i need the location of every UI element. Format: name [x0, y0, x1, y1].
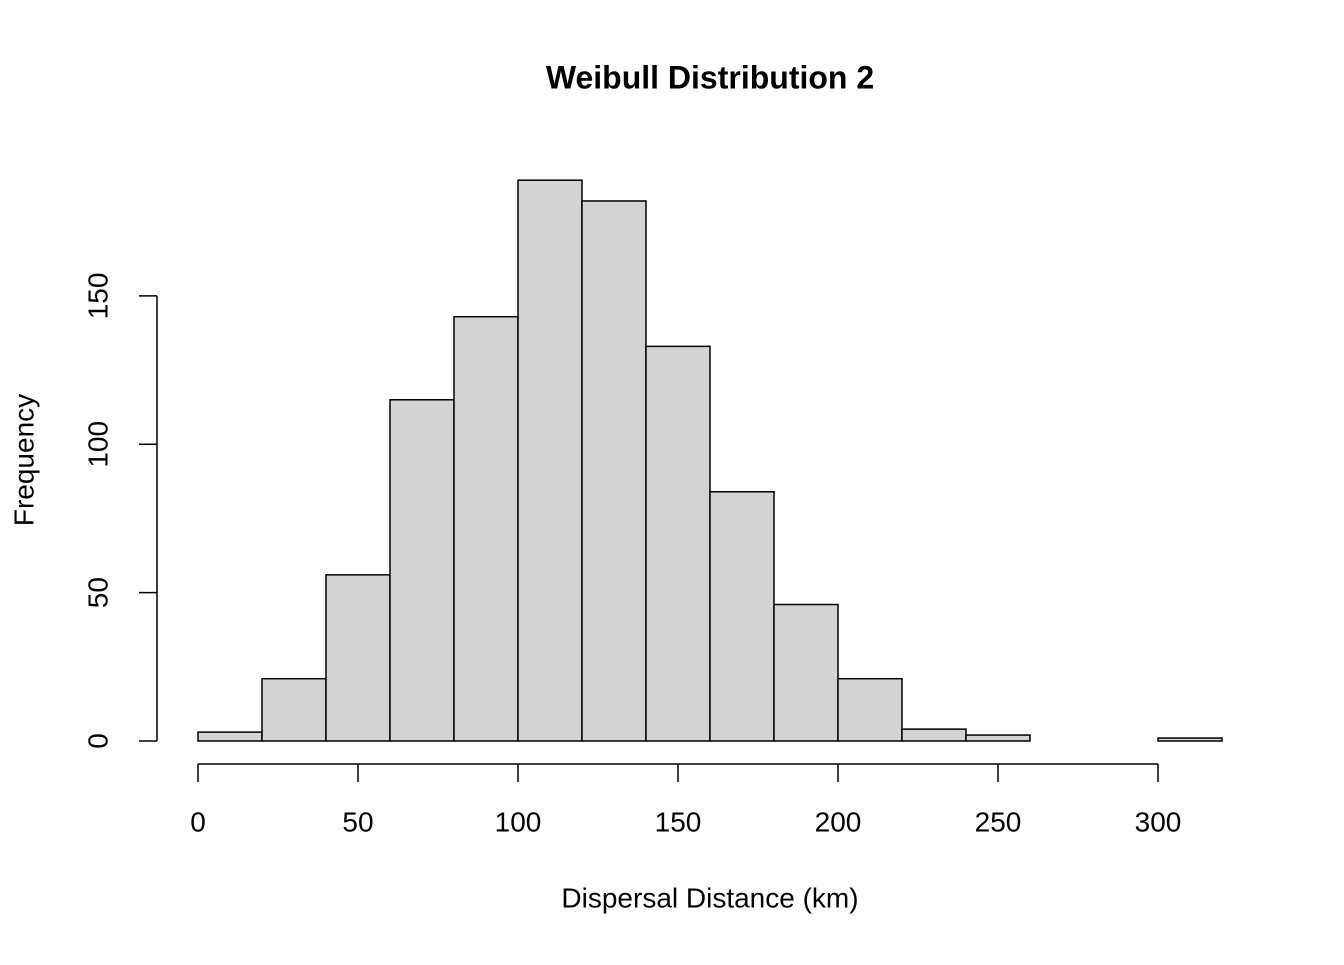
bar: [773, 603, 839, 742]
bar: [901, 728, 967, 742]
bar: [581, 200, 647, 742]
x-tick-label: 50: [342, 806, 373, 837]
bar: [837, 677, 903, 742]
y-axis-label: Frequency: [8, 394, 39, 526]
y-tick-label: 150: [82, 273, 113, 320]
x-tick-label: 300: [1135, 806, 1182, 837]
x-tick-label: 250: [975, 806, 1022, 837]
x-axis-label: Dispersal Distance (km): [561, 882, 858, 913]
bar: [325, 574, 391, 742]
y-tick-label: 0: [82, 733, 113, 749]
bar: [709, 491, 775, 742]
bar: [965, 734, 1031, 742]
bar: [197, 731, 263, 742]
y-tick-label: 50: [82, 577, 113, 608]
x-tick-label: 150: [655, 806, 702, 837]
bar: [517, 179, 583, 742]
bar: [645, 345, 711, 742]
x-tick-label: 100: [495, 806, 542, 837]
bar: [261, 677, 327, 742]
bar: [453, 315, 519, 742]
chart-title: Weibull Distribution 2: [546, 59, 874, 95]
x-tick-label: 200: [815, 806, 862, 837]
bar: [389, 399, 455, 742]
x-tick-label: 0: [190, 806, 206, 837]
y-tick-label: 100: [82, 421, 113, 468]
bar: [1157, 737, 1223, 742]
